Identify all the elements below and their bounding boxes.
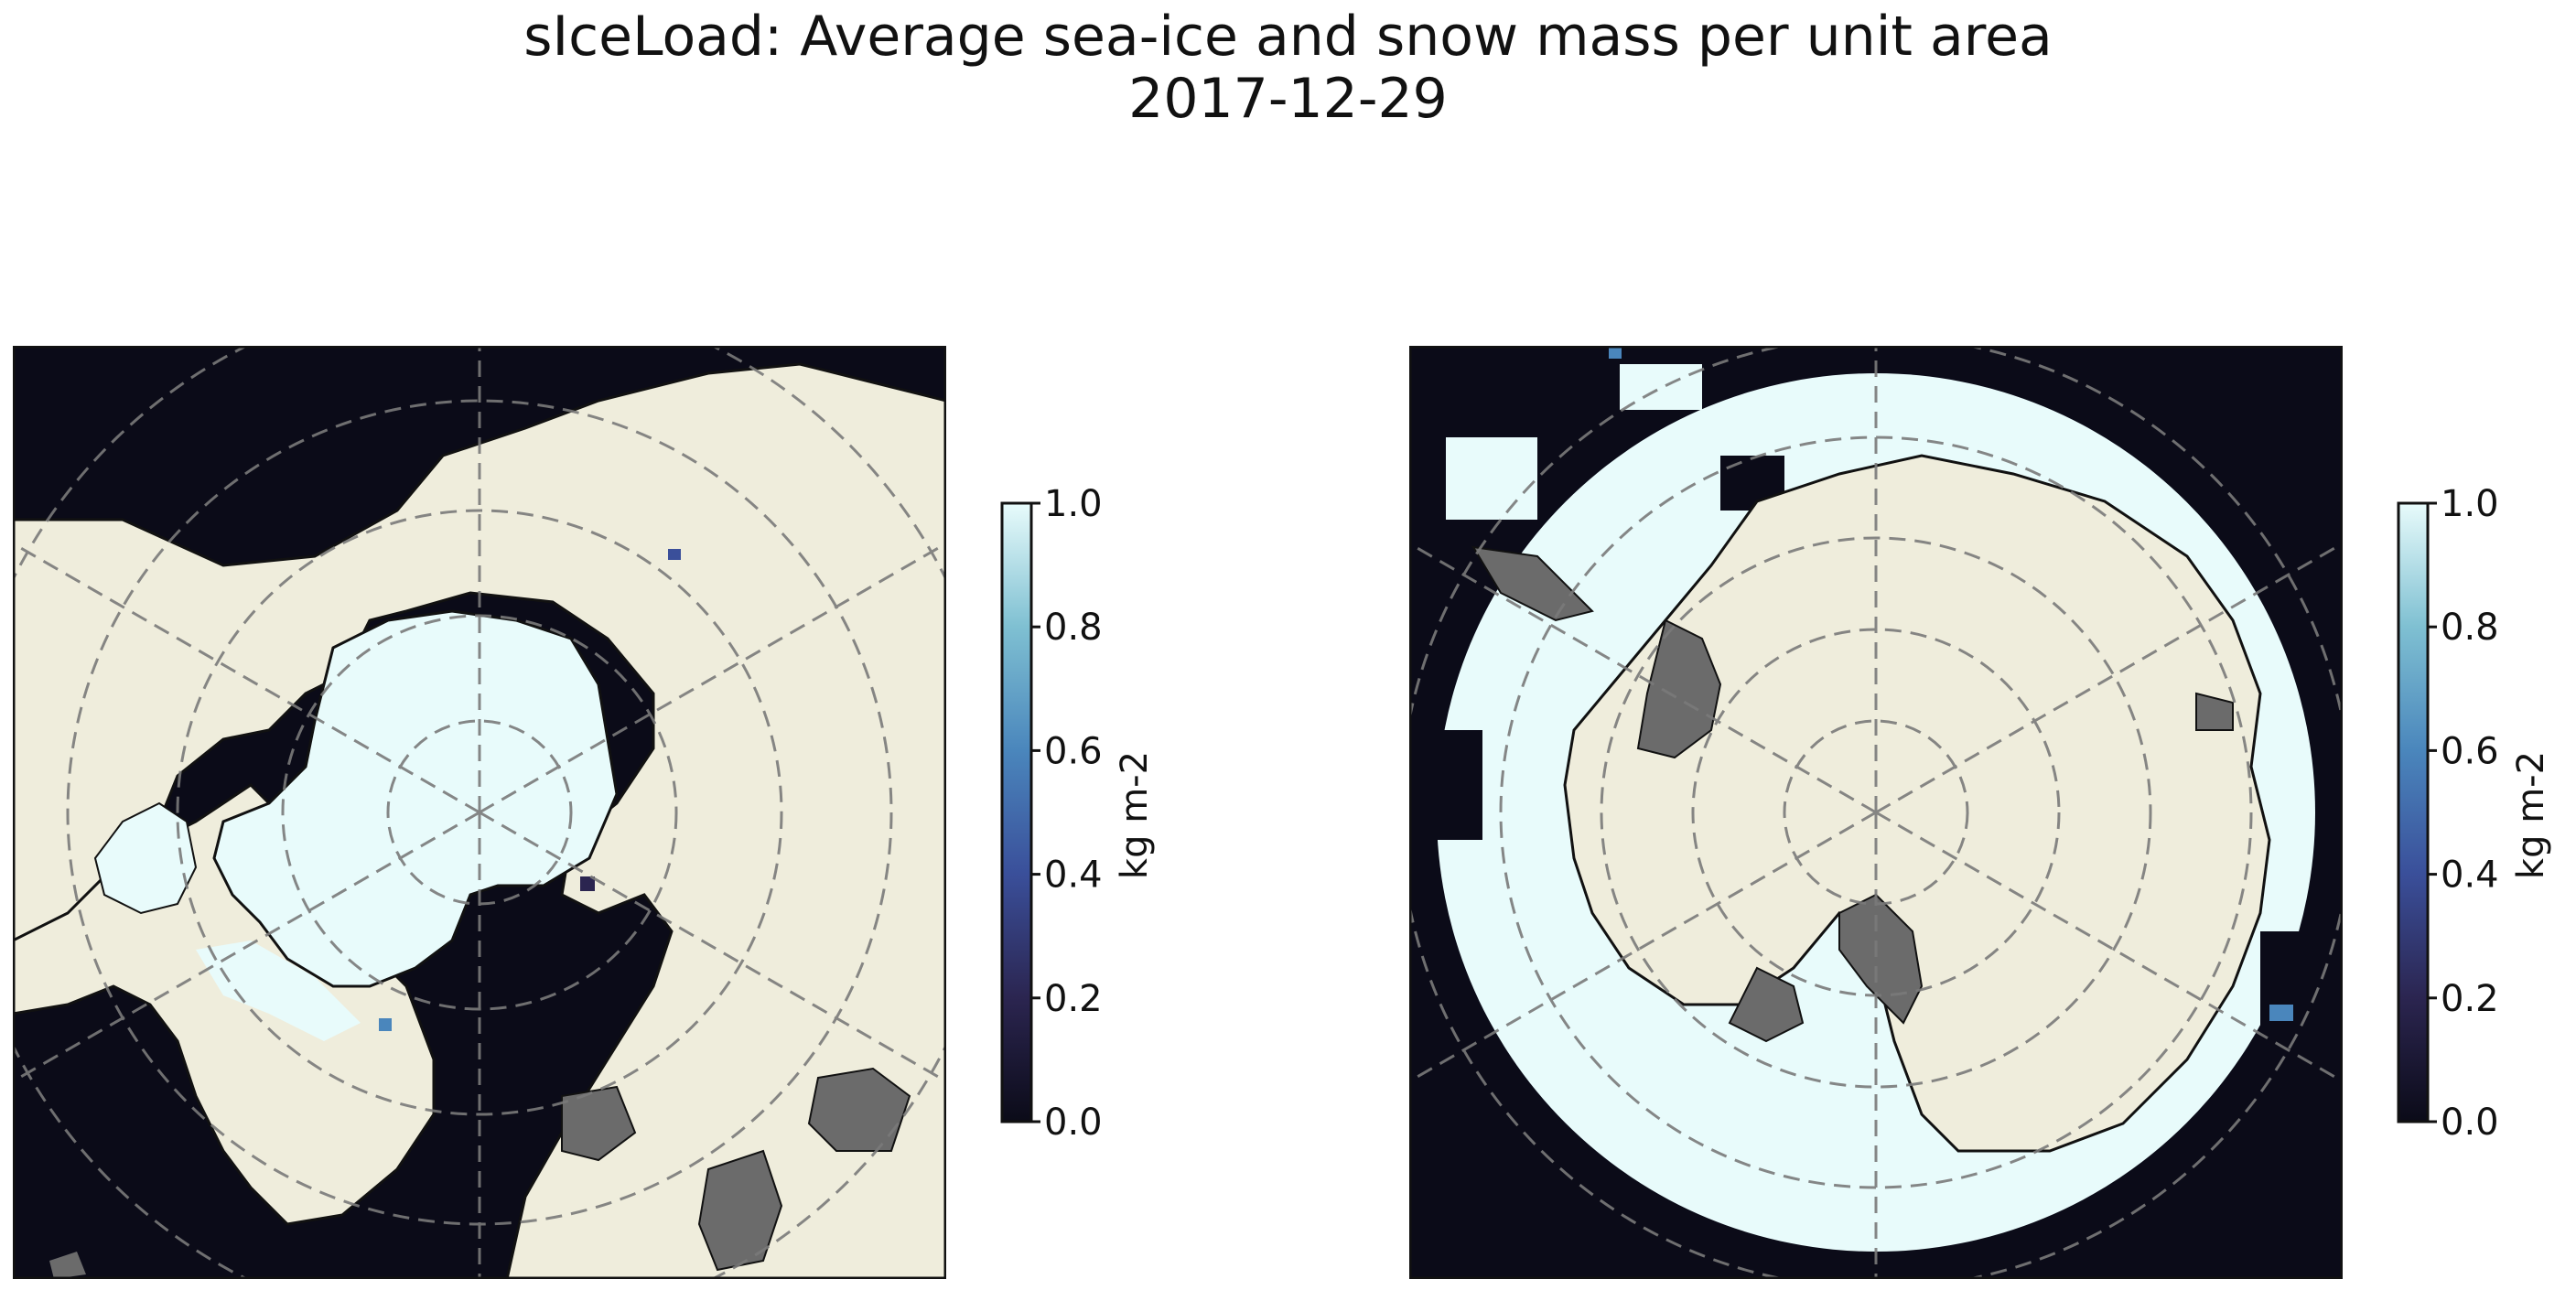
figure-title: sIceLoad: Average sea-ice and snow mass … <box>523 5 2053 69</box>
land-ice-patch <box>807 1067 911 1152</box>
colorbar-label-south: kg m-2 <box>2510 750 2553 880</box>
sea-ice-block <box>1446 437 1537 520</box>
land-ice-patch <box>561 1085 637 1162</box>
colorbar-tick-label: 0.6 <box>2441 730 2499 772</box>
colorbar-gradient <box>2397 501 2430 1123</box>
land-ice-patch <box>697 1149 783 1272</box>
ice-shelf <box>2195 692 2234 731</box>
ice-shelf <box>1471 545 1594 622</box>
ice-cell <box>379 1018 392 1031</box>
south-polar-map <box>1409 346 2343 1279</box>
colorbar-tick-label: 1.0 <box>1044 483 1103 525</box>
ocean-gap <box>1409 730 1482 840</box>
colorbar-tick-label: 0.0 <box>1044 1102 1103 1144</box>
sea-ice <box>93 801 198 915</box>
colorbar-tick-label: 1.0 <box>2441 483 2499 525</box>
colorbar-tick-label: 0.4 <box>1044 855 1103 897</box>
sea-ice <box>212 609 619 988</box>
ice-shelf <box>1728 966 1805 1043</box>
ice-cell <box>580 876 595 891</box>
ice-cell <box>1609 348 1622 359</box>
colorbar-tick-label: 0.6 <box>1044 730 1103 772</box>
colorbar-tick-label: 0.2 <box>1044 978 1103 1020</box>
land-mass <box>13 362 946 1279</box>
colorbar-tick-label: 0.4 <box>2441 855 2499 897</box>
colorbar-label-north: kg m-2 <box>1114 750 1157 880</box>
ice-shelf <box>1636 618 1722 759</box>
figure-date: 2017-12-29 <box>1128 67 1448 131</box>
ice-cell <box>2269 1005 2293 1021</box>
colorbar-gradient <box>1000 501 1033 1123</box>
land-ice-patch <box>49 1252 86 1279</box>
north-polar-map <box>13 346 946 1279</box>
colorbar-tick-label: 0.0 <box>2441 1102 2499 1144</box>
graticule <box>13 346 946 1279</box>
ice-shelf <box>1838 893 1924 1025</box>
colorbar-north: 0.0 0.2 0.4 0.6 0.8 1.0 <box>1000 483 1103 1144</box>
colorbar-tick-label: 0.2 <box>2441 978 2499 1020</box>
sea-ice <box>196 941 361 1041</box>
colorbar-tick-label: 0.8 <box>1044 607 1103 649</box>
colorbar-tick-label: 0.8 <box>2441 607 2499 649</box>
colorbar-south: 0.0 0.2 0.4 0.6 0.8 1.0 <box>2397 483 2499 1144</box>
antarctic-continent <box>1563 454 2271 1153</box>
ice-cell <box>668 549 681 560</box>
graticule <box>1409 346 2343 1279</box>
